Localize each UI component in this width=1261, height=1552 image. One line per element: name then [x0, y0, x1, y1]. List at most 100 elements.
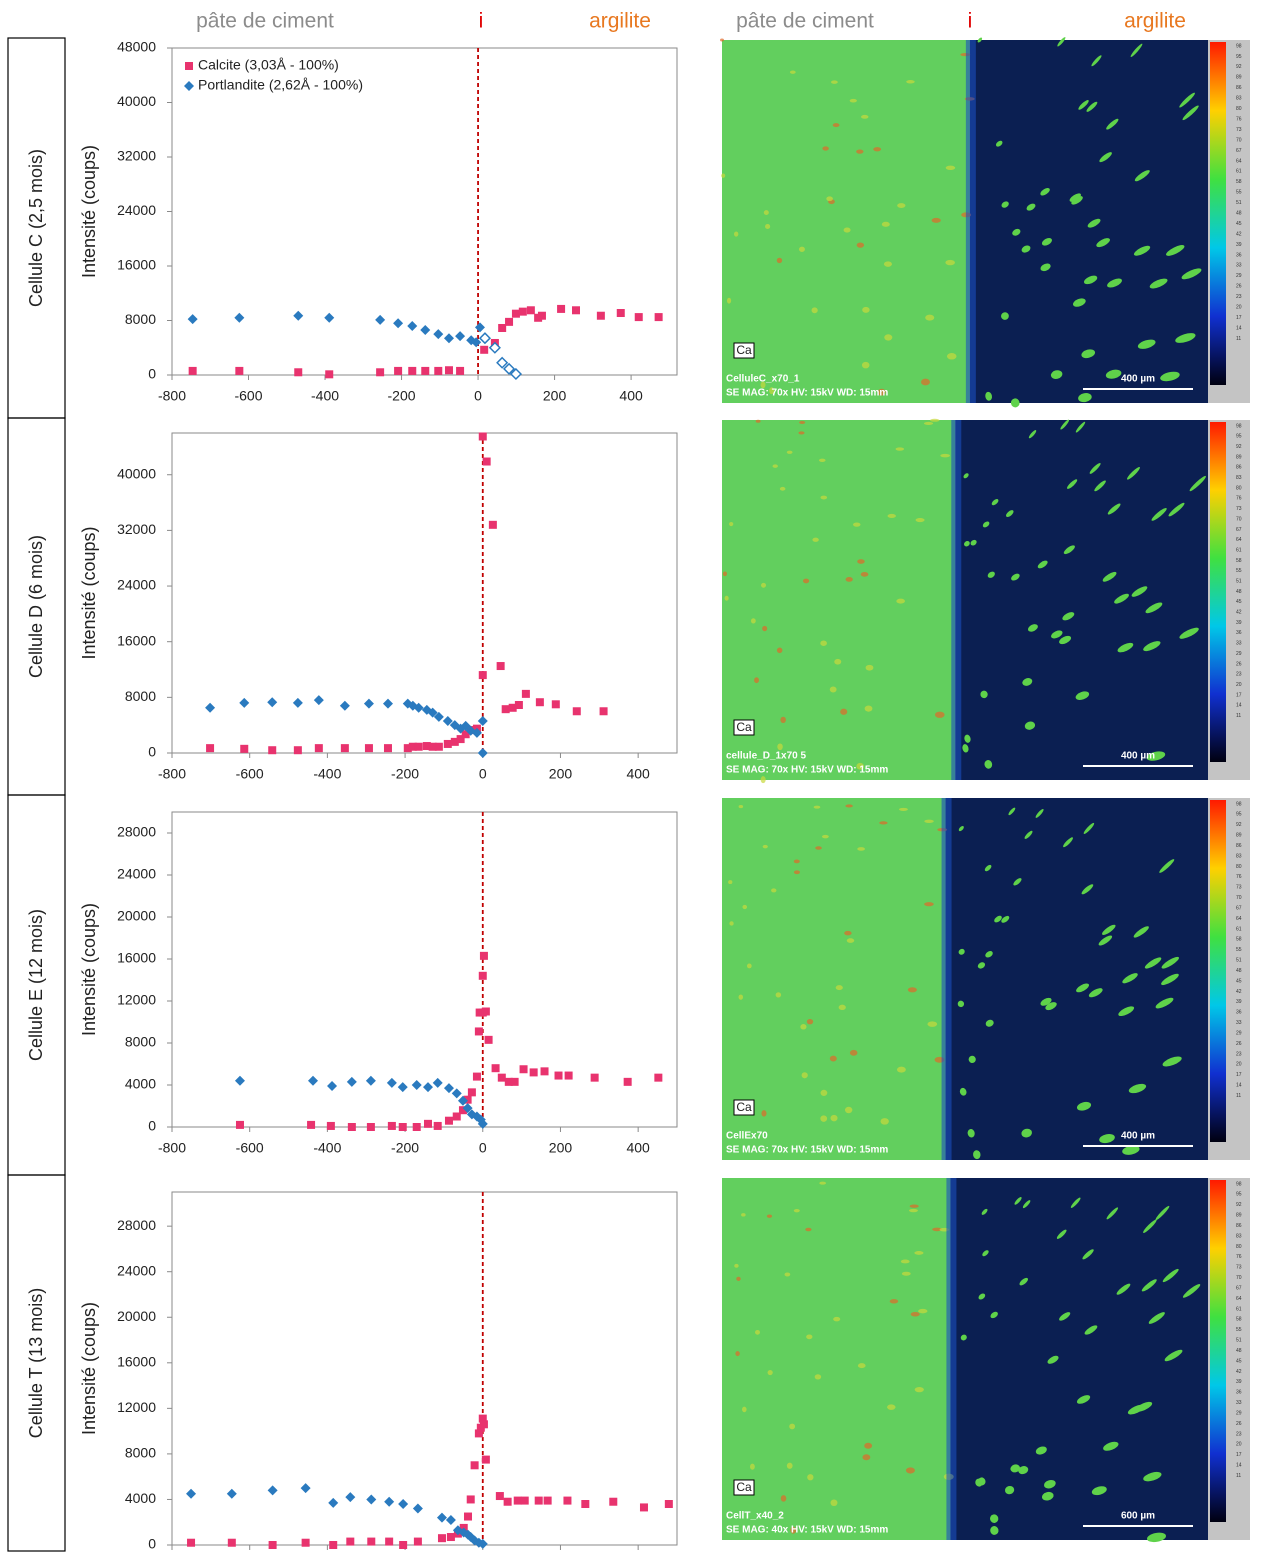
colorbar-label: 20 [1236, 1062, 1242, 1068]
marker-square [654, 1073, 663, 1082]
colorbar-label: 14 [1236, 1083, 1242, 1089]
element-label: Ca [736, 1480, 752, 1494]
cement-speckle [760, 776, 766, 784]
colorbar-label: 76 [1236, 1254, 1242, 1260]
cement-speckle [811, 307, 818, 314]
marker-square [501, 705, 510, 714]
cement-speckle [862, 1454, 871, 1461]
marker-square [488, 520, 497, 529]
marker-square [481, 1007, 490, 1016]
colorbar-label: 73 [1236, 127, 1242, 133]
marker-square [513, 1496, 522, 1505]
marker-diamond [267, 697, 278, 708]
clay-grain [1060, 419, 1070, 430]
colorbar-label: 73 [1236, 885, 1242, 891]
cement-speckle [754, 677, 759, 684]
image-info: SE MAG: 70x HV: 15kV WD: 15mm [726, 1145, 888, 1156]
cement-speckle [806, 1334, 813, 1340]
marker-square [346, 1537, 355, 1546]
clay-grain [962, 744, 969, 753]
y-tick-label: 8000 [125, 1445, 156, 1461]
cement-speckle [835, 985, 843, 991]
cement-speckle [925, 314, 935, 321]
marker-diamond [432, 1077, 443, 1088]
cement-speckle [860, 572, 869, 577]
clay-grain [1075, 421, 1086, 433]
cement-speckle [742, 1406, 747, 1413]
y-tick-label: 28000 [117, 1217, 156, 1233]
marker-square [408, 742, 417, 751]
cement-speckle [857, 1363, 866, 1369]
marker-diamond [300, 1483, 311, 1494]
x-tick-label: -200 [391, 1140, 419, 1156]
marker-square [616, 309, 625, 318]
clay-grain [1189, 475, 1206, 492]
cement-speckle [798, 431, 805, 435]
clay-grain [1106, 118, 1119, 130]
marker-square [534, 1496, 543, 1505]
cement-speckle [765, 223, 771, 229]
colorbar-label: 17 [1236, 1452, 1242, 1458]
y-tick-label: 16000 [117, 257, 156, 273]
marker-square [422, 742, 431, 751]
colorbar-label: 39 [1236, 999, 1242, 1005]
marker-square [478, 671, 487, 680]
colorbar-label: 17 [1236, 692, 1242, 698]
row-label: Cellule C (2,5 mois) [26, 149, 46, 307]
marker-diamond [413, 702, 424, 713]
marker-diamond [407, 320, 418, 331]
colorbar-label: 98 [1236, 1181, 1242, 1187]
cement-speckle [766, 1214, 773, 1218]
y-tick-label: 32000 [117, 521, 156, 537]
marker-square [474, 1027, 483, 1036]
marker-square [206, 744, 215, 753]
clay-grain [1010, 1464, 1020, 1473]
y-axis-label: Intensité (coups) [79, 145, 99, 278]
marker-diamond [313, 695, 324, 706]
cement-speckle [813, 805, 821, 809]
cement-speckle [934, 711, 945, 718]
marker-square [634, 313, 643, 322]
colorbar-label: 11 [1236, 336, 1241, 342]
y-tick-label: 8000 [125, 688, 156, 704]
clay-grain [1057, 37, 1066, 47]
clay-grain [1069, 193, 1081, 202]
cement-speckle [777, 743, 783, 751]
marker-diamond [411, 1080, 422, 1090]
cement-speckle [914, 1386, 924, 1393]
colorbar-label: 33 [1236, 1020, 1242, 1026]
marker-square [526, 306, 535, 315]
cement-speckle [793, 870, 800, 875]
clay-grain [1024, 830, 1033, 839]
clay-grain [1027, 624, 1038, 632]
clay-grain [1145, 602, 1163, 614]
marker-square [478, 971, 487, 980]
cement-speckle [746, 963, 752, 969]
colorbar-label: 29 [1236, 651, 1242, 657]
marker-square [514, 701, 523, 709]
clay-grain [1083, 822, 1095, 834]
clay-grain [1067, 479, 1078, 489]
marker-square [467, 1088, 476, 1097]
cement-speckle [775, 992, 782, 998]
colorbar-label: 67 [1236, 1285, 1242, 1291]
marker-square [329, 1541, 338, 1549]
colorbar-label: 92 [1236, 444, 1242, 450]
cement-speckle [741, 1213, 746, 1217]
cement-speckle [776, 647, 783, 654]
marker-square [235, 366, 244, 375]
marker-diamond [308, 1075, 319, 1086]
cement-speckle [726, 297, 732, 304]
marker-diamond [477, 1118, 488, 1129]
colorbar-label: 26 [1236, 1041, 1242, 1047]
clay-grain [1014, 1197, 1022, 1205]
clay-grain [1081, 884, 1094, 895]
colorbar [1210, 1180, 1226, 1522]
clay-grain [977, 37, 983, 43]
clay-grain [1147, 1532, 1166, 1543]
clay-grain [1099, 152, 1112, 163]
colorbar-label: 17 [1236, 315, 1242, 321]
colorbar-label: 61 [1236, 926, 1242, 932]
colorbar-label: 39 [1236, 620, 1242, 626]
clay-grain [977, 962, 986, 969]
